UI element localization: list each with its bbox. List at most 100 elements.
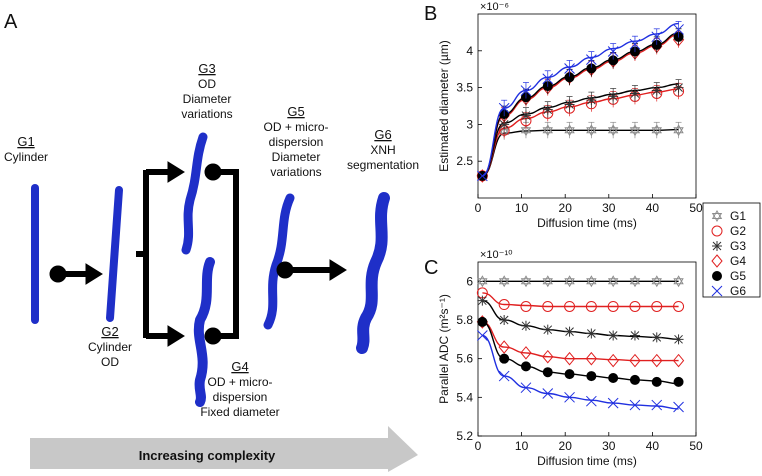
y-tick-label-3: 3 bbox=[466, 117, 473, 131]
axis-exponent: ×10⁻¹⁰ bbox=[480, 249, 513, 261]
point-g1-5-b bbox=[586, 127, 597, 137]
point-g6-0 bbox=[477, 170, 488, 182]
x-tick-label-20: 20 bbox=[559, 439, 573, 453]
legend-label-g2: G2 bbox=[730, 224, 746, 238]
point-g1-0-b bbox=[477, 278, 488, 288]
point-g1-2 bbox=[520, 124, 532, 134]
legend-label-g4: G4 bbox=[730, 254, 746, 268]
legend-marker-g6 bbox=[711, 285, 723, 297]
group-desc-g6-0: XNH bbox=[370, 143, 395, 157]
fit-line-g6 bbox=[482, 334, 679, 410]
legend-label-g6: G6 bbox=[730, 284, 746, 298]
axon-g6 bbox=[356, 192, 390, 354]
x-tick-label-40: 40 bbox=[646, 439, 660, 453]
point-g2-3 bbox=[542, 300, 554, 312]
point-g1-2 bbox=[520, 275, 532, 285]
point-g1-7-b bbox=[629, 127, 641, 137]
point-g3-2 bbox=[520, 320, 531, 331]
point-g4-5 bbox=[585, 351, 598, 366]
fit-line-g5 bbox=[482, 32, 679, 177]
legend-marker-g2 bbox=[711, 225, 723, 237]
fit-line-g3 bbox=[482, 83, 679, 177]
point-g1-3-b bbox=[542, 278, 553, 288]
point-g1-1-b bbox=[498, 278, 510, 288]
point-g3-5 bbox=[586, 328, 597, 339]
point-g6-4 bbox=[564, 391, 575, 403]
group-desc-g3-0: OD bbox=[198, 77, 216, 91]
point-g1-9-b bbox=[673, 127, 684, 137]
series-g6 bbox=[477, 330, 684, 413]
series-g3 bbox=[477, 295, 684, 345]
panel-b-label: B bbox=[424, 3, 437, 25]
legend-marker-g5 bbox=[712, 271, 722, 281]
group-desc-g3-1: Diameter bbox=[183, 92, 232, 106]
y-axis-label: Estimated diameter (µm) bbox=[437, 40, 451, 172]
point-g6-5 bbox=[586, 54, 597, 65]
point-g6-2 bbox=[520, 85, 532, 96]
legend-label-g3: G3 bbox=[730, 239, 746, 253]
point-g1-5 bbox=[586, 275, 597, 285]
group-desc-g5-0: OD + micro- bbox=[263, 120, 328, 134]
legend-marker-g1 bbox=[711, 209, 723, 219]
point-g1-2-b bbox=[520, 278, 532, 288]
point-g6-6 bbox=[607, 397, 619, 409]
axon-models bbox=[31, 132, 390, 407]
point-g5-8 bbox=[651, 376, 662, 387]
series-g2 bbox=[476, 287, 685, 312]
flow-arrows bbox=[49, 161, 347, 347]
axis-exponent: ×10⁻⁶ bbox=[480, 1, 509, 13]
group-code-g5: G5 bbox=[287, 104, 304, 119]
series-g6 bbox=[477, 21, 684, 182]
branch-top-head bbox=[167, 161, 185, 183]
y-tick-label-5.8: 5.8 bbox=[456, 313, 473, 327]
point-g4-3 bbox=[542, 349, 554, 364]
point-g4-7 bbox=[629, 353, 641, 368]
y-tick-label-4: 4 bbox=[466, 44, 473, 58]
point-g6-7 bbox=[629, 38, 641, 50]
y-tick-label-6: 6 bbox=[466, 274, 473, 288]
point-g3-7 bbox=[629, 330, 640, 341]
group-desc-g5-2: Diameter bbox=[272, 150, 321, 164]
bracket-right bbox=[213, 169, 239, 339]
point-g6-6 bbox=[607, 46, 619, 57]
point-g6-8 bbox=[651, 31, 663, 43]
panel-c-label: C bbox=[424, 257, 438, 279]
point-g3-6 bbox=[608, 330, 619, 341]
arrow-3-head bbox=[329, 259, 347, 281]
point-g1-5 bbox=[586, 124, 597, 134]
y-tick-label-2.5: 2.5 bbox=[456, 154, 473, 168]
y-axis-label: Parallel ADC (m²s⁻¹) bbox=[437, 294, 451, 404]
legend-marker-g1-b bbox=[711, 213, 723, 223]
point-g1-4 bbox=[564, 124, 575, 134]
point-g1-6 bbox=[607, 275, 619, 285]
point-g4-8 bbox=[651, 353, 663, 368]
x-tick-label-10: 10 bbox=[515, 201, 529, 215]
group-code-g3: G3 bbox=[198, 61, 215, 76]
point-g5-2 bbox=[520, 361, 531, 372]
point-g4-9 bbox=[672, 353, 685, 368]
point-g5-4 bbox=[564, 369, 575, 380]
point-g1-8 bbox=[651, 275, 662, 285]
point-g1-6 bbox=[607, 124, 619, 134]
point-g1-7 bbox=[629, 275, 641, 285]
fit-line-g4 bbox=[482, 321, 679, 362]
x-tick-label-50: 50 bbox=[689, 201, 703, 215]
point-g2-5 bbox=[585, 300, 597, 312]
point-g5-0 bbox=[477, 316, 488, 327]
point-g1-4-b bbox=[564, 127, 575, 137]
group-code-g2: G2 bbox=[101, 324, 118, 339]
point-g1-1 bbox=[498, 275, 510, 285]
fit-line-g3 bbox=[482, 300, 679, 340]
point-g1-4-b bbox=[564, 278, 575, 288]
point-g5-7 bbox=[629, 374, 640, 385]
point-g6-9 bbox=[673, 401, 684, 413]
point-g2-7 bbox=[629, 300, 641, 312]
point-g5-6 bbox=[608, 373, 619, 383]
point-g3-4 bbox=[564, 326, 575, 337]
fit-line-g1 bbox=[482, 128, 679, 177]
legend-marker-g4 bbox=[711, 254, 723, 268]
point-g5-9 bbox=[673, 376, 684, 387]
point-g1-9 bbox=[673, 275, 684, 285]
